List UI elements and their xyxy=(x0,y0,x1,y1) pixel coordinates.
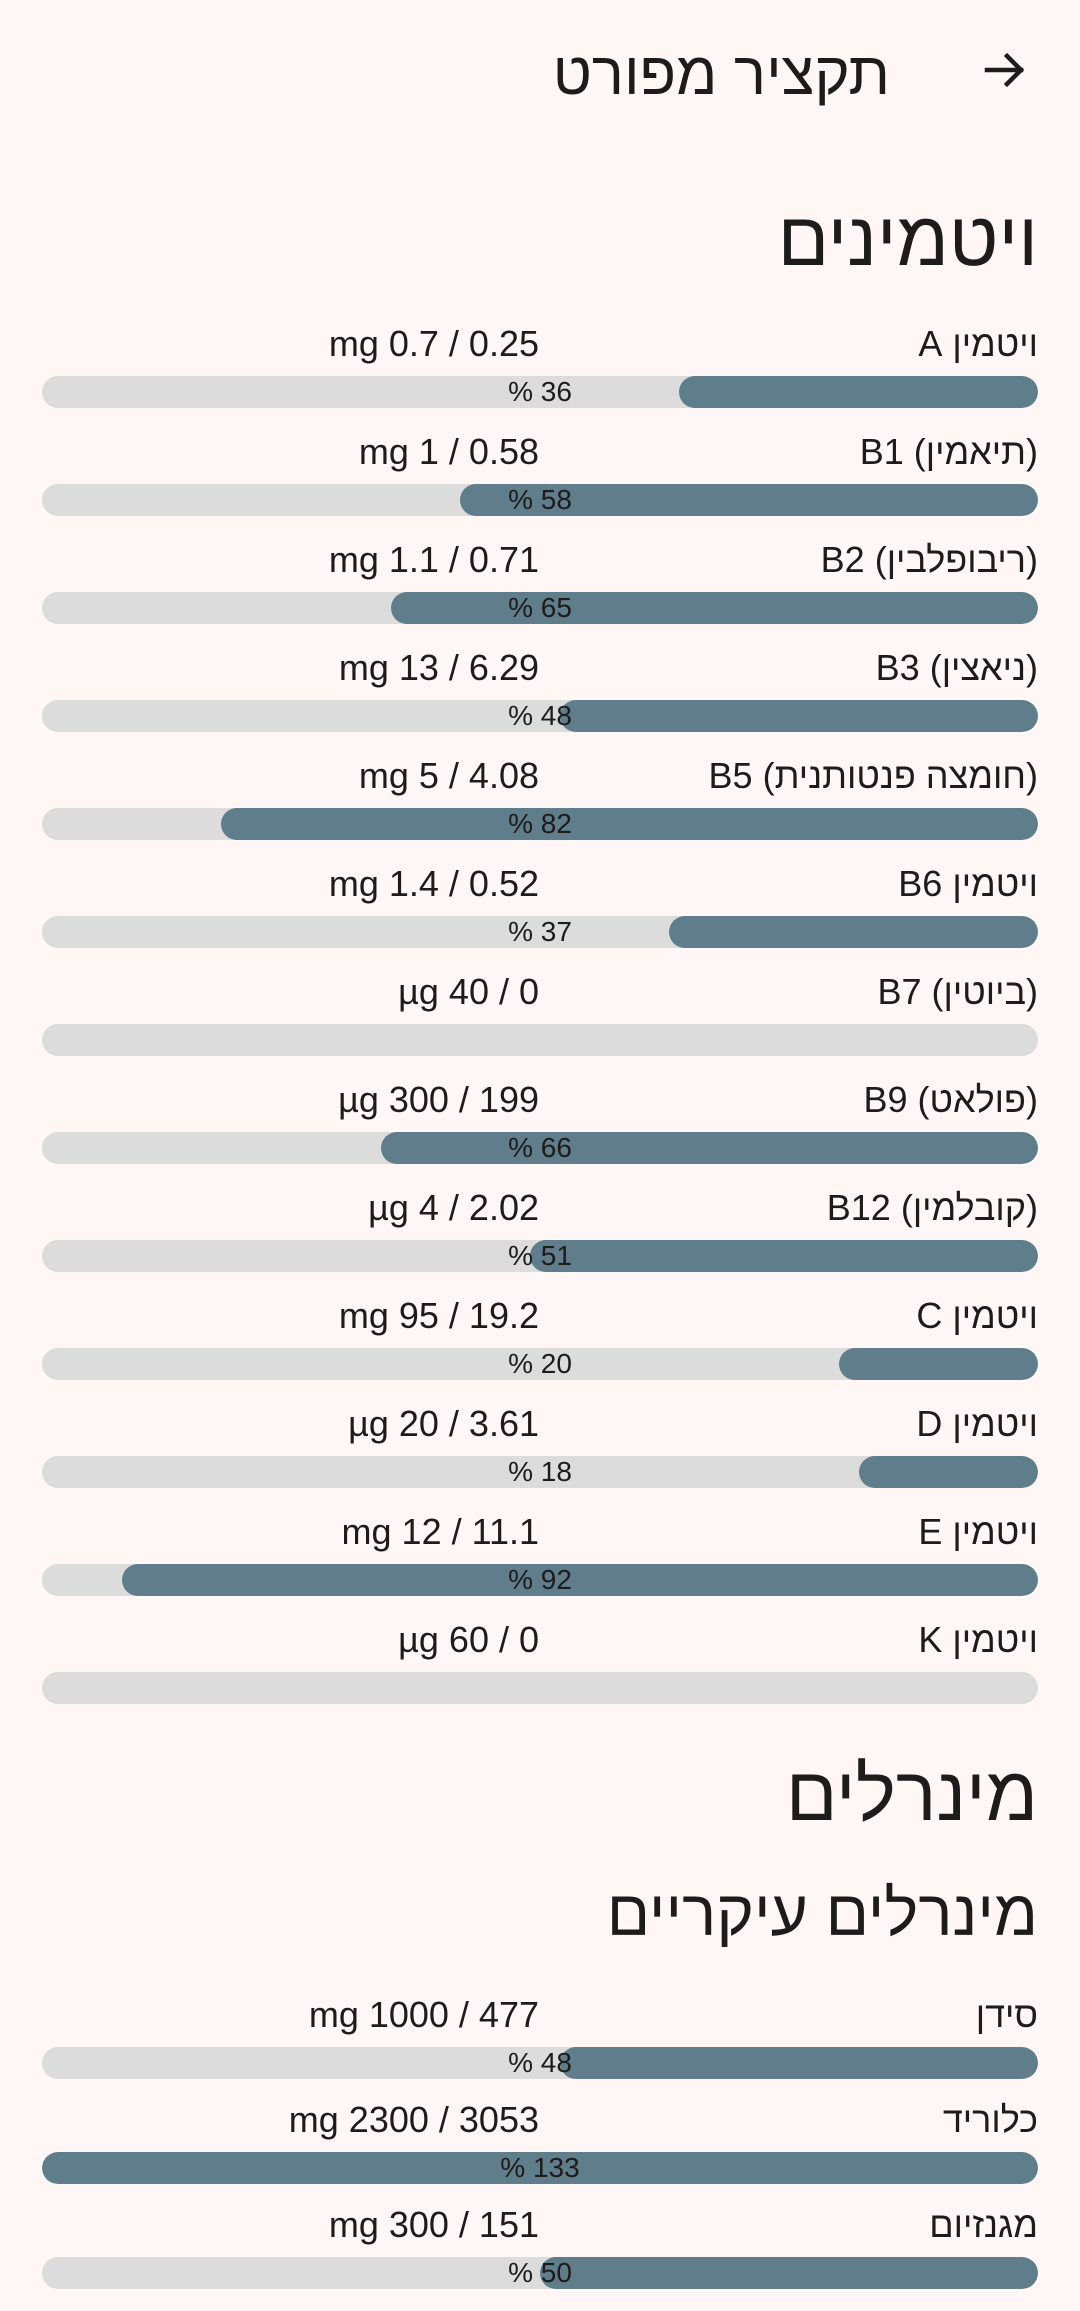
nutrient-amount: mg 13 / 6.29 xyxy=(338,647,539,688)
progress-percent: % 48 xyxy=(508,700,572,731)
nutrient-label: B12 (קובלמין) xyxy=(826,1187,1038,1228)
nutrient-amount: µg 4 / 2.02 xyxy=(368,1187,539,1228)
page-title: תקציר מפורט xyxy=(552,40,890,107)
progress-percent: % 58 xyxy=(508,484,572,515)
progress-track: % 66 xyxy=(42,1132,1038,1164)
top-app-bar: תקציר מפורט xyxy=(0,0,1080,150)
progress-fill xyxy=(858,1456,1038,1488)
nutrient-row: מגנזיום mg 300 / 151 % 50 xyxy=(0,2203,1080,2311)
nutrient-row: ויטמין A mg 0.7 / 0.25 % 36 xyxy=(0,322,1080,430)
nutrient-row: סידן mg 1000 / 477 % 48 xyxy=(0,1993,1080,2101)
progress-track xyxy=(42,1672,1038,1704)
nutrient-label: ויטמין D xyxy=(916,1403,1038,1444)
arrow-forward-icon xyxy=(984,52,1025,88)
progress-percent: % 48 xyxy=(508,2047,572,2078)
progress-fill xyxy=(559,700,1038,732)
progress-track: % 18 xyxy=(42,1456,1038,1488)
nutrient-row: כלוריד mg 2300 / 3053 % 133 xyxy=(0,2098,1080,2206)
nutrient-label: B3 (ניאצין) xyxy=(875,647,1038,688)
progress-fill xyxy=(121,1564,1038,1596)
nutrient-amount: mg 2300 / 3053 xyxy=(288,2099,539,2140)
nutrient-row: B5 (חומצה פנטותנית) mg 5 / 4.08 % 82 xyxy=(0,754,1080,862)
progress-track: % 48 xyxy=(42,2047,1038,2079)
progress-percent: % 18 xyxy=(508,1456,572,1487)
nutrient-amount: mg 1000 / 477 xyxy=(308,1994,539,2035)
progress-track xyxy=(42,1024,1038,1056)
nutrient-row: ויטמין K µg 60 / 0 xyxy=(0,1618,1080,1726)
progress-percent: % 51 xyxy=(508,1240,572,1271)
progress-percent: % 133 xyxy=(500,2152,580,2183)
progress-track: % 65 xyxy=(42,592,1038,624)
progress-fill xyxy=(221,808,1038,840)
progress-percent: % 36 xyxy=(508,376,572,407)
nutrient-row: B3 (ניאצין) mg 13 / 6.29 % 48 xyxy=(0,646,1080,754)
nutrient-amount: µg 40 / 0 xyxy=(398,971,539,1012)
nutrient-label: B5 (חומצה פנטותנית) xyxy=(708,755,1038,796)
progress-fill xyxy=(669,916,1038,948)
nutrient-amount: mg 5 / 4.08 xyxy=(358,755,539,796)
nutrient-label: סידן xyxy=(975,1994,1038,2035)
section-title-vitamins: ויטמינים xyxy=(777,197,1038,282)
progress-track: % 50 xyxy=(42,2257,1038,2289)
progress-track: % 92 xyxy=(42,1564,1038,1596)
nutrient-label: ויטמין C xyxy=(916,1295,1038,1336)
nutrient-amount: mg 12 / 11.1 xyxy=(341,1511,539,1552)
nutrient-amount: mg 300 / 151 xyxy=(328,2204,539,2245)
progress-percent: % 65 xyxy=(508,592,572,623)
nutrient-label: B7 (ביוטין) xyxy=(877,971,1038,1012)
nutrient-amount: mg 0.7 / 0.25 xyxy=(328,323,539,364)
section-title-minerals: מינרלים xyxy=(785,1752,1038,1837)
progress-track: % 37 xyxy=(42,916,1038,948)
nutrient-row: ויטמין D µg 20 / 3.61 % 18 xyxy=(0,1402,1080,1510)
nutrient-amount: mg 1.4 / 0.52 xyxy=(328,863,539,904)
progress-fill xyxy=(380,1132,1038,1164)
nutrient-label: כלוריד xyxy=(942,2099,1038,2140)
nutrient-row: B9 (פולאט) µg 300 / 199 % 66 xyxy=(0,1078,1080,1186)
progress-percent: % 37 xyxy=(508,916,572,947)
nutrient-label: מגנזיום xyxy=(929,2204,1038,2245)
progress-track: % 58 xyxy=(42,484,1038,516)
nutrient-amount: µg 60 / 0 xyxy=(398,1619,539,1660)
progress-track: % 133 xyxy=(42,2152,1038,2184)
progress-percent: % 20 xyxy=(508,1348,572,1379)
progress-fill xyxy=(530,1240,1038,1272)
nutrient-label: B1 (תיאמין) xyxy=(859,431,1038,472)
nutrient-row: B1 (תיאמין) mg 1 / 0.58 % 58 xyxy=(0,430,1080,538)
nutrient-amount: µg 20 / 3.61 xyxy=(348,1403,539,1444)
nutrient-label: ויטמין E xyxy=(918,1511,1038,1552)
progress-fill xyxy=(390,592,1038,624)
progress-fill xyxy=(460,484,1038,516)
progress-fill xyxy=(838,1348,1038,1380)
progress-track: % 20 xyxy=(42,1348,1038,1380)
nutrient-label: B9 (פולאט) xyxy=(863,1079,1038,1120)
nutrient-row: B7 (ביוטין) µg 40 / 0 xyxy=(0,970,1080,1078)
nutrient-label: ויטמין K xyxy=(918,1619,1038,1660)
progress-fill xyxy=(559,2047,1038,2079)
progress-fill xyxy=(679,376,1038,408)
nutrient-row: ויטמין C mg 95 / 19.2 % 20 xyxy=(0,1294,1080,1402)
nutrient-amount: mg 1.1 / 0.71 xyxy=(328,539,539,580)
progress-track: % 36 xyxy=(42,376,1038,408)
nutrient-label: B2 (ריבופלבין) xyxy=(820,539,1038,580)
progress-track: % 51 xyxy=(42,1240,1038,1272)
subsection-title-major-minerals: מינרלים עיקריים xyxy=(606,1877,1038,1949)
nutrient-amount: mg 1 / 0.58 xyxy=(358,431,539,472)
nutrient-row: ויטמין B6 mg 1.4 / 0.52 % 37 xyxy=(0,862,1080,970)
nutrient-label: ויטמין B6 xyxy=(898,863,1038,904)
nutrient-row: B12 (קובלמין) µg 4 / 2.02 % 51 xyxy=(0,1186,1080,1294)
progress-percent: % 50 xyxy=(508,2257,572,2288)
nutrient-row: B2 (ריבופלבין) mg 1.1 / 0.71 % 65 xyxy=(0,538,1080,646)
nutrient-row: ויטמין E mg 12 / 11.1 % 92 xyxy=(0,1510,1080,1618)
progress-track: % 82 xyxy=(42,808,1038,840)
progress-fill xyxy=(42,2152,1038,2184)
progress-percent: % 66 xyxy=(508,1132,572,1163)
nutrient-amount: µg 300 / 199 xyxy=(338,1079,539,1120)
back-button[interactable] xyxy=(975,40,1035,100)
progress-track: % 48 xyxy=(42,700,1038,732)
progress-percent: % 82 xyxy=(508,808,572,839)
nutrient-label: ויטמין A xyxy=(918,323,1038,364)
nutrient-amount: mg 95 / 19.2 xyxy=(338,1295,539,1336)
progress-percent: % 92 xyxy=(508,1564,572,1595)
